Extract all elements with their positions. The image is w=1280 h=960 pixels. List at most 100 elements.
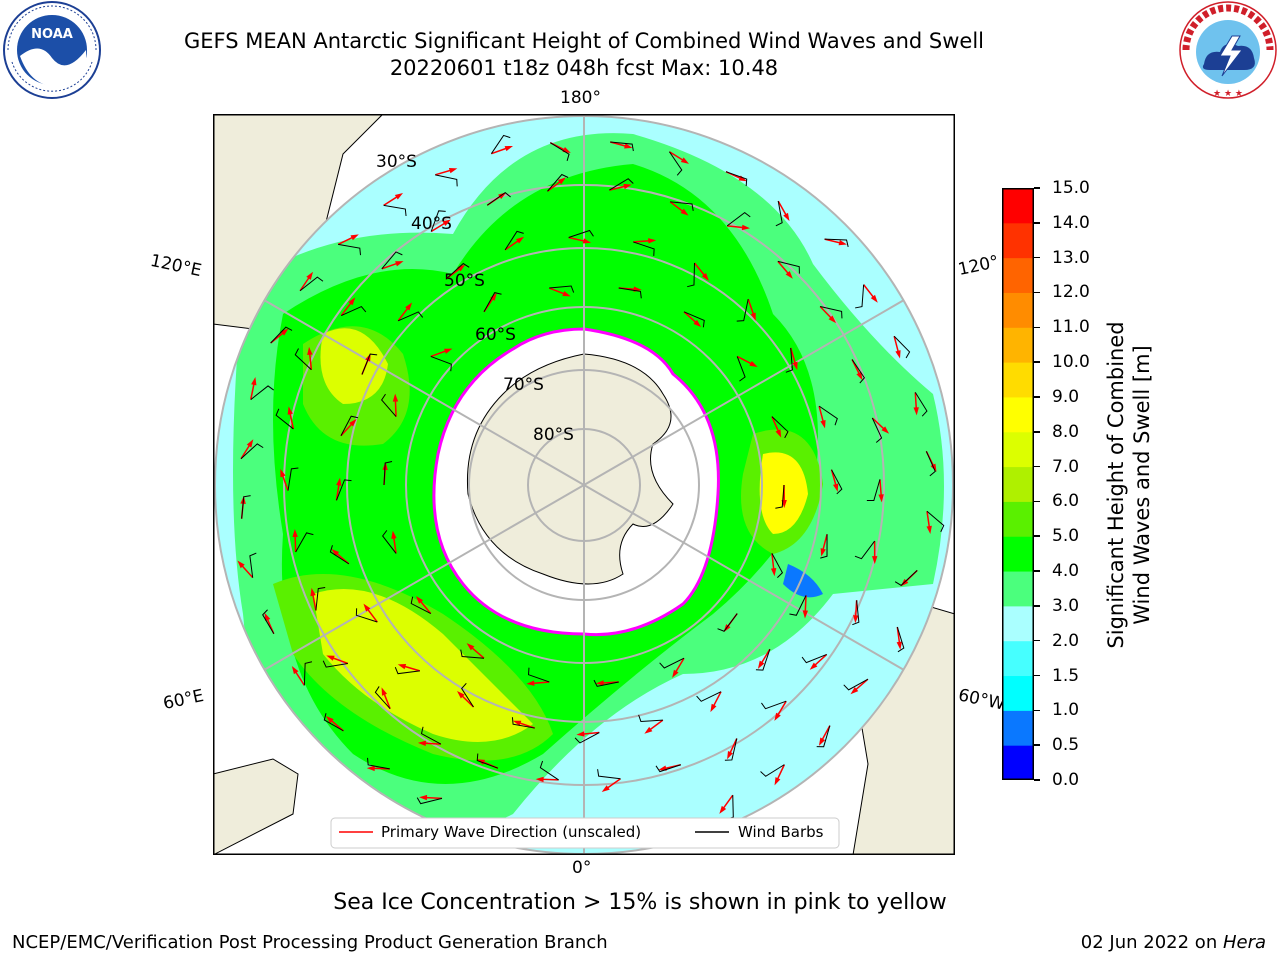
- wave-direction-arrowhead: [512, 720, 522, 726]
- chart-title: GEFS MEAN Antarctic Significant Height o…: [183, 29, 985, 53]
- colorbar-tick-mark: [1034, 396, 1040, 398]
- land-africa: [213, 758, 299, 855]
- wind-barb: [852, 600, 860, 626]
- wind-barb: [610, 141, 634, 152]
- wind-barb: [511, 717, 535, 729]
- wave-direction-arrowhead: [457, 264, 466, 272]
- wave-direction-arrowhead: [680, 157, 690, 164]
- wind-barb: [539, 760, 559, 781]
- wind-barb: [771, 553, 784, 578]
- wind-barb: [866, 479, 881, 502]
- colorbar-tick-label: 2.0: [1052, 630, 1080, 651]
- wave-direction-arrowhead: [774, 712, 781, 721]
- wave-direction-arrow: [633, 239, 652, 243]
- wave-direction-arrow: [609, 185, 628, 191]
- wind-barb: [550, 142, 570, 162]
- wave-direction-arrow: [581, 731, 600, 736]
- wind-barb: [893, 335, 911, 359]
- lon-label-120w: 120°: [956, 251, 1001, 281]
- wind-barb: [287, 467, 299, 491]
- wave-direction-arrowhead: [648, 238, 657, 244]
- colorbar-tick-mark: [1034, 187, 1040, 189]
- wind-barb: [761, 700, 787, 710]
- wave-direction-arrowhead: [870, 294, 878, 303]
- wind-barb: [831, 469, 843, 495]
- wind-barb: [240, 443, 264, 460]
- wave-direction-arrowhead: [878, 494, 884, 503]
- wave-direction-arrowhead: [853, 615, 859, 624]
- wave-direction-arrowhead: [535, 776, 544, 783]
- colorbar-segment: [1002, 640, 1034, 677]
- wind-barb: [294, 348, 312, 371]
- wave-direction-arrowhead: [557, 177, 566, 185]
- wave-direction-arrowhead: [595, 680, 604, 686]
- colorbar-segment: [1002, 675, 1034, 711]
- lat-label-60s: 60°S: [475, 325, 516, 345]
- wave-direction-arrowhead: [280, 468, 286, 478]
- legend-barb-label: Wind Barbs: [738, 823, 824, 841]
- wind-barb: [476, 753, 499, 769]
- wind-barb: [355, 608, 378, 623]
- wave-direction-arrowhead: [381, 687, 388, 696]
- wave-direction-arrow: [330, 656, 349, 665]
- colorbar-segment: [1002, 605, 1034, 642]
- chart-subtitle: 20220601 t18z 048h fcst Max: 10.48: [389, 56, 779, 80]
- colorbar-tick-label: 3.0: [1052, 595, 1080, 616]
- wave-field-1m: [783, 564, 823, 598]
- wave-direction-arrow: [820, 725, 831, 742]
- colorbar-tick-label: 11.0: [1052, 317, 1090, 338]
- wind-barb: [504, 230, 524, 251]
- wave-direction-arrowhead: [264, 612, 271, 622]
- wave-direction-arrowhead: [926, 525, 932, 535]
- colorbar-tick-label: 4.0: [1052, 561, 1080, 582]
- wave-direction-arrow: [863, 284, 876, 300]
- colorbar-segment: [1002, 431, 1034, 468]
- wave-direction-arrowhead: [710, 703, 717, 713]
- wave-direction-arrow: [382, 691, 391, 709]
- wind-barb: [801, 653, 827, 664]
- colorbar-tick-mark: [1034, 361, 1040, 363]
- wave-direction-arrowhead: [774, 777, 781, 786]
- wave-direction-arrow: [294, 533, 297, 553]
- colorbar-segment: [1002, 710, 1034, 746]
- wind-barb: [490, 134, 511, 154]
- wind-barb: [394, 667, 420, 675]
- wind-barb: [736, 356, 746, 382]
- legend-wave-label: Primary Wave Direction (unscaled): [381, 823, 641, 841]
- wind-barb: [824, 238, 849, 247]
- wind-barb: [374, 686, 391, 710]
- wind-barb: [241, 495, 251, 519]
- wave-direction-arrow: [759, 648, 771, 665]
- colorbar-tick-mark: [1034, 570, 1040, 572]
- wind-barb: [871, 417, 883, 443]
- wave-direction-arrow: [674, 657, 685, 675]
- colorbar-tick-mark: [1034, 674, 1040, 677]
- wave-direction-arrowhead: [348, 297, 356, 306]
- wave-direction-arrowhead: [838, 240, 847, 246]
- wind-barb: [755, 649, 771, 671]
- wave-direction-arrowhead: [490, 292, 497, 301]
- wave-direction-arrowhead: [601, 785, 610, 793]
- wave-direction-arrowhead: [392, 393, 399, 402]
- wave-direction-arrowhead: [363, 603, 371, 612]
- wind-barb: [295, 532, 314, 553]
- wave-direction-arrowhead: [749, 360, 758, 368]
- wave-direction-arrow: [392, 535, 397, 554]
- lon-label-60e: 60°E: [161, 685, 206, 715]
- wind-barb: [659, 657, 685, 669]
- wind-barb: [322, 660, 348, 668]
- colorbar-segment: [1002, 536, 1034, 572]
- wave-direction-arrow: [308, 351, 313, 370]
- wind-barb: [597, 769, 621, 780]
- wind-barb: [696, 691, 722, 702]
- colorbar-segment: [1002, 396, 1034, 433]
- wave-direction-arrow: [824, 238, 843, 245]
- wind-barb: [820, 534, 828, 559]
- wave-direction-arrow: [365, 607, 378, 623]
- colorbar-tick-label: 8.0: [1052, 421, 1080, 442]
- wave-direction-arrowhead: [237, 560, 245, 569]
- wave-direction-arrow: [871, 417, 886, 431]
- wave-direction-arrow: [469, 645, 485, 659]
- colorbar-tick-mark: [1034, 291, 1040, 294]
- wind-barb: [270, 326, 293, 344]
